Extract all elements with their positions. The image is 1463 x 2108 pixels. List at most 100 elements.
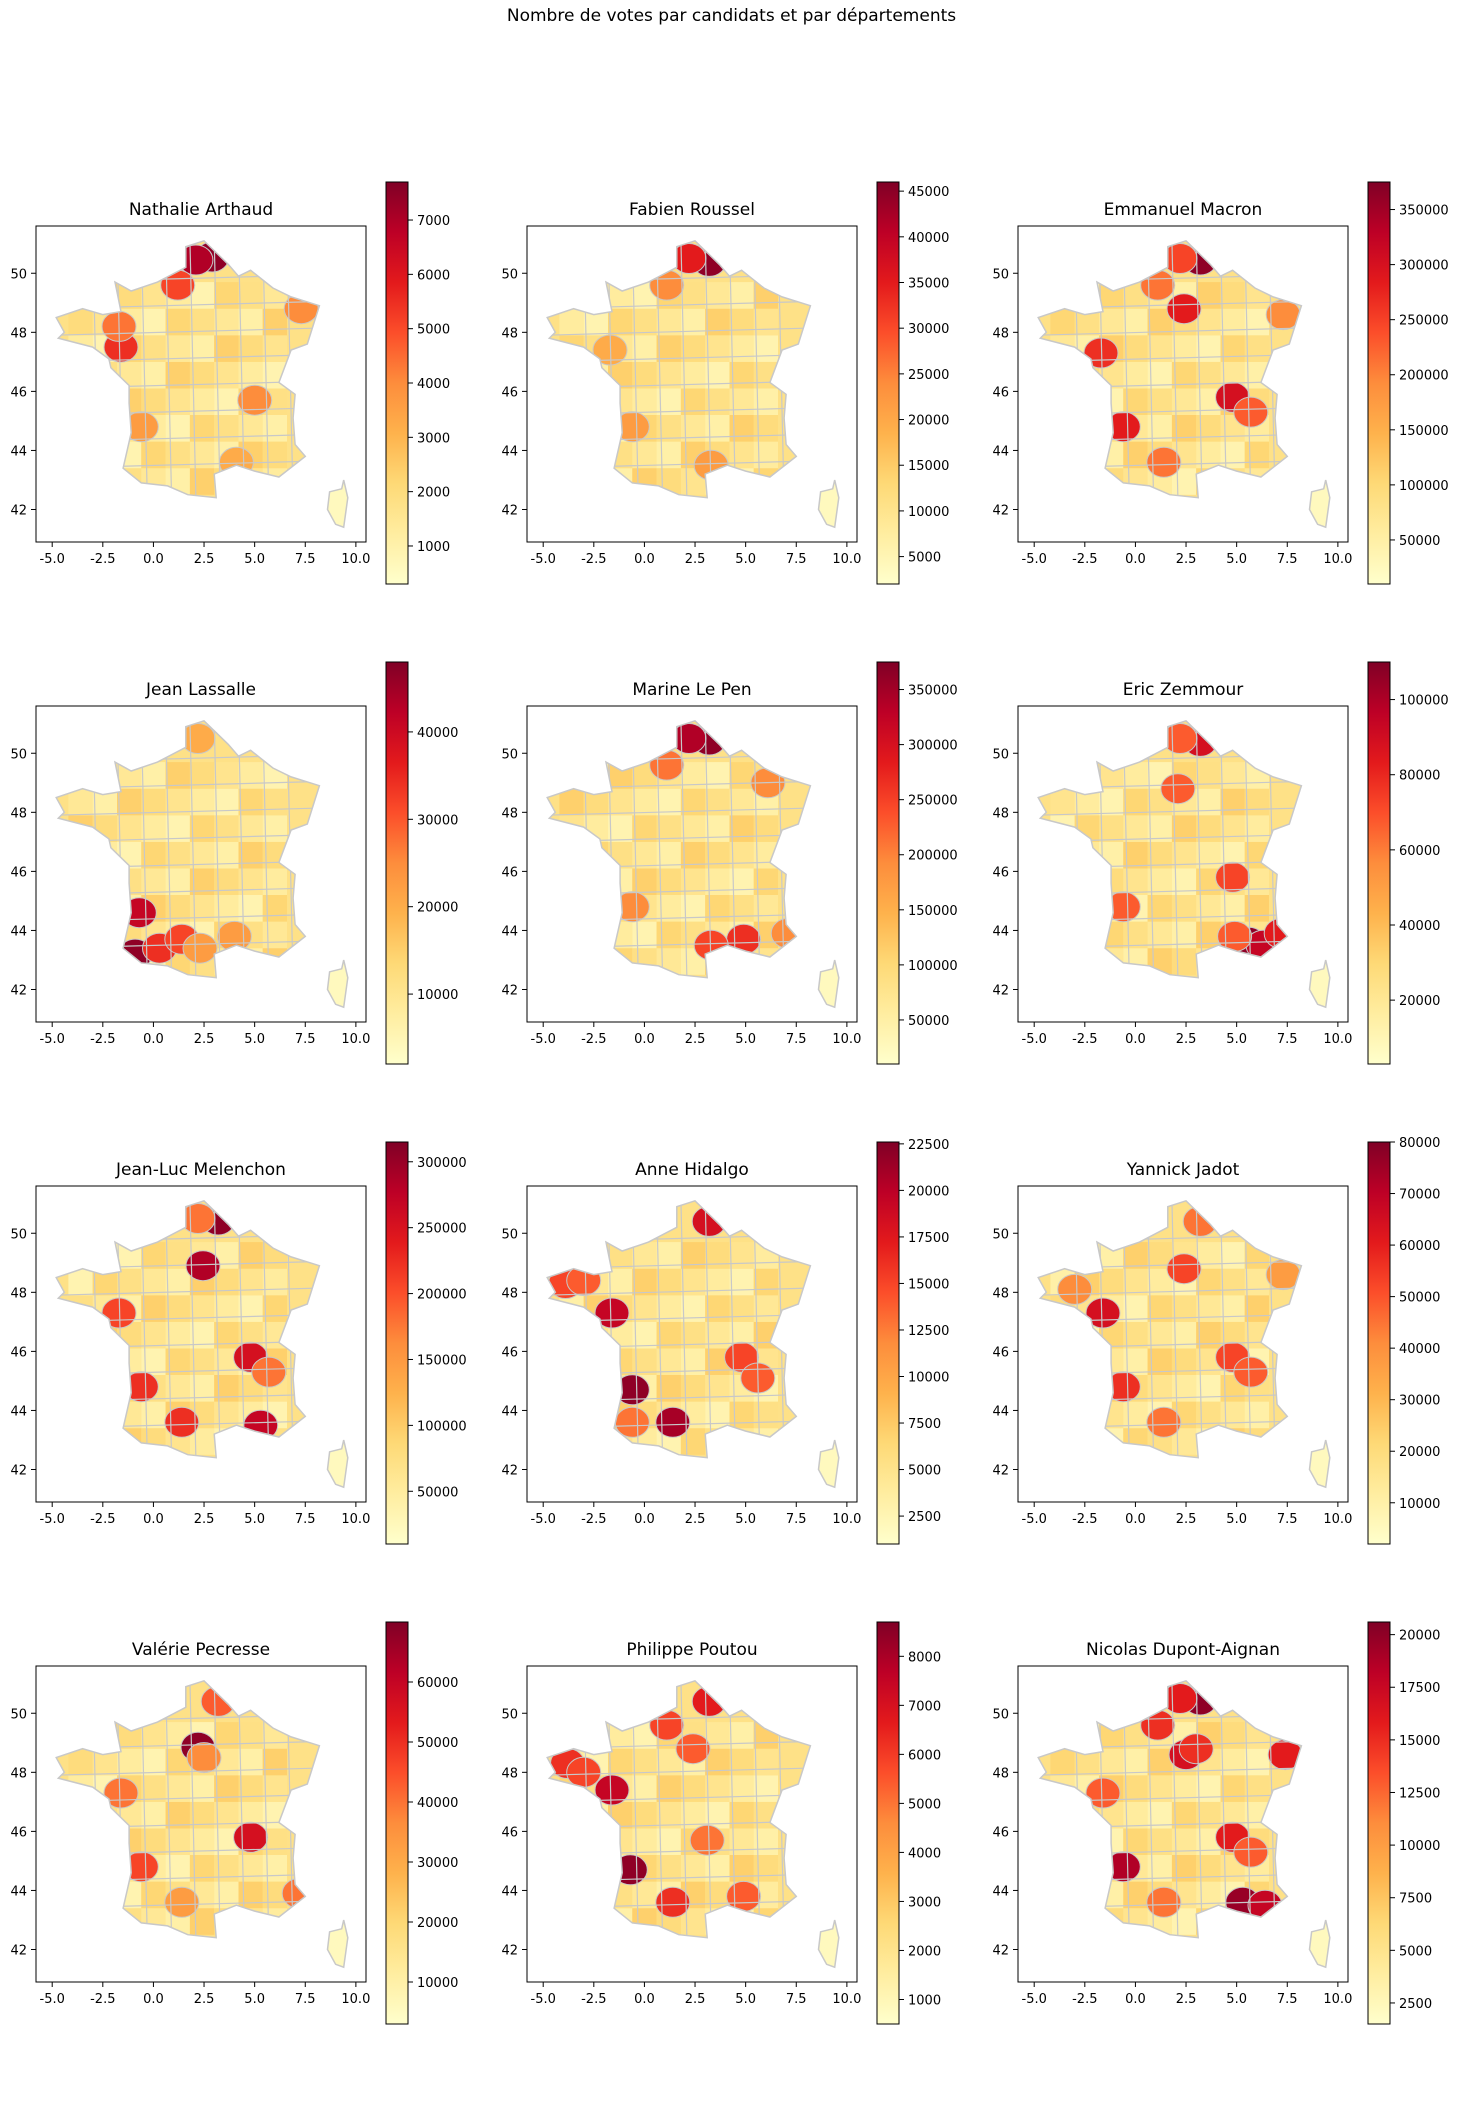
colorbar-tick-label: 60000 [417,1676,458,1691]
axes-frame [1017,705,1349,1023]
colorbar-tick-label: 150000 [417,1353,467,1368]
department-cell [1147,1748,1172,1776]
y-tick-label: 44 [501,924,518,939]
corsica [1308,479,1331,529]
colorbar-tick-label: 15000 [908,1277,949,1292]
colorbar-tick-label: 50000 [1399,1291,1440,1306]
department-border [547,327,811,336]
x-tick-label: 10.0 [341,1992,370,2007]
department-border [1074,720,1082,978]
department-highlight [655,1406,691,1438]
corsica [1308,1439,1331,1489]
department-cell [68,762,93,789]
department-highlight [1166,1253,1202,1285]
x-tick-label: 0.0 [143,1512,164,1527]
corsica [326,479,349,529]
x-tick-label: -5.0 [40,552,65,567]
colorbar-tick-label: 10000 [417,1976,458,1991]
axes-frame [35,225,367,543]
axes-frame [35,1185,367,1503]
department-cell [1123,841,1148,869]
colorbar-tick-label: 20000 [417,1916,458,1931]
department-cell [656,1268,681,1296]
department-highlight [594,1774,630,1806]
department-cell [632,308,657,336]
department-cell [1099,1401,1124,1429]
colorbar-tick-label: 40000 [1399,1342,1440,1357]
department-cell [68,1321,93,1349]
x-tick-label: -2.5 [1072,1512,1097,1527]
department-cell [68,468,93,495]
department-highlight [612,1854,648,1886]
department-cell [1220,1401,1245,1429]
department-highlight [1146,446,1182,478]
x-tick-label: 5.0 [244,1032,265,1047]
department-border [1038,1767,1302,1776]
department-cell [68,1855,93,1882]
department-cell [1123,1775,1148,1802]
colorbar-tick-label: 7000 [417,214,450,229]
department-cell [262,788,287,816]
department-cell [1074,921,1099,949]
department-cell [165,335,190,362]
department-cell [262,1295,287,1322]
department-cell [1074,468,1099,495]
department-border [583,1680,591,1938]
x-tick-label: 2.5 [685,552,706,567]
department-cell [729,1242,754,1269]
department-cell [141,1401,166,1429]
department-cell [262,1908,287,1935]
colorbar-tick-label: 40000 [908,231,949,246]
x-tick-label: -5.0 [1022,1992,1047,2007]
department-cell [753,1295,778,1322]
department-cell [165,788,190,816]
department-cell [583,468,608,495]
department-cell [1123,1295,1148,1322]
y-tick-label: 42 [10,1464,27,1479]
department-cell [559,788,584,816]
colorbar-tick-label: 10000 [1399,1839,1440,1854]
department-highlight [1182,1205,1218,1237]
y-tick-label: 48 [501,1766,518,1781]
colorbar-tick-label: 45000 [908,185,949,200]
department-cell [656,1242,681,1269]
department-cell [262,1748,287,1776]
country-border [546,719,812,979]
department-cell [1050,1828,1075,1855]
x-tick-label: 7.5 [1277,1512,1298,1527]
department-cell [656,441,681,469]
department-cell [262,468,287,495]
colorbar-tick-label: 150000 [1399,424,1449,439]
department-highlight [1085,1297,1121,1329]
department-cell [1074,1242,1099,1269]
department-cell [1220,282,1245,309]
y-tick-label: 48 [10,1766,27,1781]
x-tick-label: 2.5 [685,1992,706,2007]
y-tick-label: 50 [10,1707,27,1722]
department-cell [729,361,754,389]
department-cell [1220,441,1245,469]
department-cell [1074,1428,1099,1455]
x-tick-label: 7.5 [1277,552,1298,567]
department-cell [68,335,93,362]
department-cell [1050,1348,1075,1375]
department-cell [656,1801,681,1829]
department-cell [632,788,657,816]
department-cell [165,308,190,336]
department-cell [141,1428,166,1455]
figure-title: Nombre de votes par candidats et par dép… [506,6,957,26]
department-cell [729,1401,754,1429]
department-cell [1123,1748,1148,1776]
department-cell [141,1801,166,1829]
x-tick-label: 7.5 [295,1032,316,1047]
colorbar-tick-label: 80000 [1399,1136,1440,1151]
department-highlight [649,749,685,781]
department-cell [1244,1242,1269,1269]
colorbar [385,1141,409,1545]
x-tick-label: -5.0 [531,1992,556,2007]
colorbar-tick-label: 80000 [1399,769,1440,784]
x-tick-label: 5.0 [1226,552,1247,567]
department-cell [68,868,93,895]
x-tick-label: -2.5 [581,1992,606,2007]
department-cell [165,1295,190,1322]
